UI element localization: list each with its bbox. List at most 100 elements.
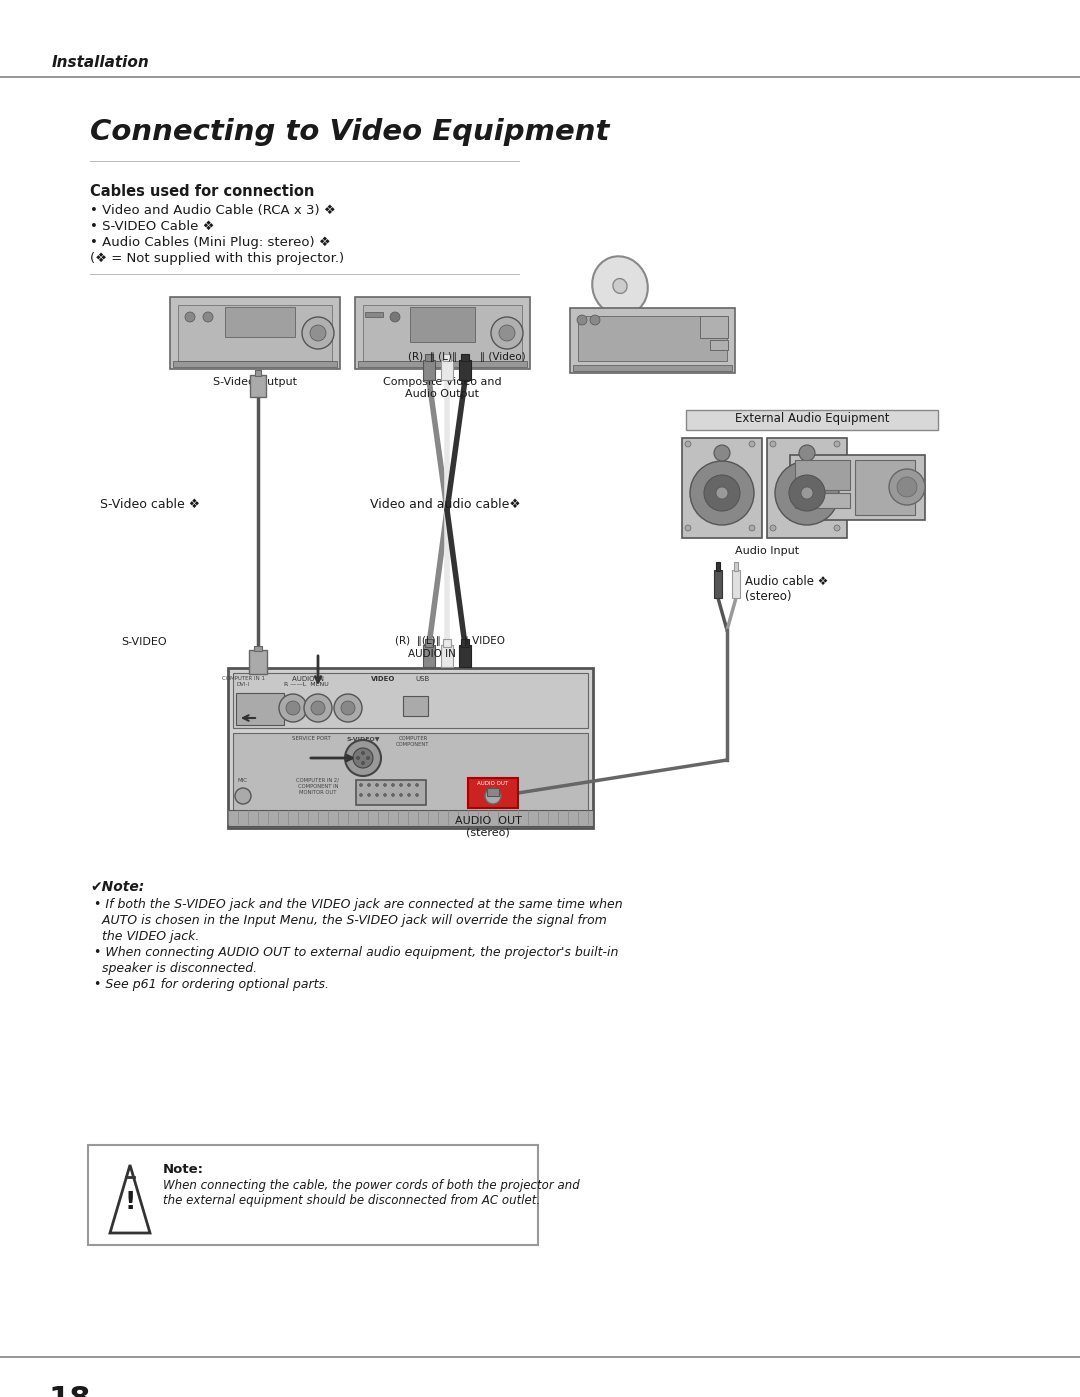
Polygon shape bbox=[110, 1165, 150, 1234]
Circle shape bbox=[345, 740, 381, 775]
Text: COMPUTER IN 1: COMPUTER IN 1 bbox=[221, 676, 265, 680]
Bar bbox=[795, 460, 850, 490]
Circle shape bbox=[685, 525, 691, 531]
Bar bbox=[255, 370, 261, 376]
Bar bbox=[178, 305, 332, 360]
Text: DVI-I: DVI-I bbox=[237, 682, 249, 687]
Bar bbox=[357, 360, 527, 367]
Bar bbox=[233, 733, 588, 819]
Circle shape bbox=[367, 784, 370, 787]
Circle shape bbox=[302, 317, 334, 349]
Bar bbox=[441, 360, 453, 380]
Text: ✔Note:: ✔Note: bbox=[90, 880, 145, 894]
Bar bbox=[855, 460, 915, 515]
Bar bbox=[487, 788, 499, 796]
Text: AUDIO  OUT
(stereo): AUDIO OUT (stereo) bbox=[455, 816, 522, 838]
Text: • Audio Cables (Mini Plug: stereo) ❖: • Audio Cables (Mini Plug: stereo) ❖ bbox=[90, 236, 330, 249]
Circle shape bbox=[799, 446, 815, 461]
Bar bbox=[228, 668, 593, 828]
Text: External Audio Equipment: External Audio Equipment bbox=[734, 412, 889, 425]
Text: speaker is disconnected.: speaker is disconnected. bbox=[90, 963, 257, 975]
Text: Connecting to Video Equipment: Connecting to Video Equipment bbox=[90, 117, 609, 147]
Circle shape bbox=[416, 784, 419, 787]
Text: COMPUTER
COMPONENT: COMPUTER COMPONENT bbox=[396, 736, 430, 747]
Circle shape bbox=[390, 312, 400, 321]
Bar bbox=[732, 570, 740, 598]
Bar bbox=[441, 645, 453, 666]
Circle shape bbox=[203, 312, 213, 321]
Text: 18: 18 bbox=[48, 1384, 91, 1397]
Bar bbox=[570, 307, 735, 373]
Circle shape bbox=[383, 784, 387, 787]
Circle shape bbox=[407, 784, 410, 787]
Text: S-VIDEO: S-VIDEO bbox=[121, 637, 167, 647]
Bar bbox=[426, 353, 433, 360]
Circle shape bbox=[685, 441, 691, 447]
Circle shape bbox=[716, 488, 728, 499]
Bar bbox=[249, 374, 266, 397]
Circle shape bbox=[577, 314, 588, 326]
Text: AUDIO IN: AUDIO IN bbox=[408, 650, 456, 659]
Text: • If both the S-VIDEO jack and the VIDEO jack are connected at the same time whe: • If both the S-VIDEO jack and the VIDEO… bbox=[90, 898, 623, 911]
Text: (R)  ∥(L)∥       ∥ VIDEO: (R) ∥(L)∥ ∥ VIDEO bbox=[395, 636, 505, 645]
Bar bbox=[254, 645, 262, 651]
Text: Video and audio cable❖: Video and audio cable❖ bbox=[370, 497, 521, 511]
Circle shape bbox=[750, 441, 755, 447]
Bar bbox=[0, 75, 1080, 78]
Circle shape bbox=[303, 694, 332, 722]
Text: S-Video cable ❖: S-Video cable ❖ bbox=[100, 497, 200, 511]
Bar bbox=[734, 562, 738, 571]
Text: R ——L  MENU: R ——L MENU bbox=[284, 682, 328, 687]
Circle shape bbox=[391, 784, 394, 787]
Circle shape bbox=[360, 793, 363, 796]
Text: Note:: Note: bbox=[163, 1162, 204, 1176]
Text: AUDIO IN: AUDIO IN bbox=[355, 763, 380, 768]
Circle shape bbox=[341, 701, 355, 715]
Text: AUDIO OUT: AUDIO OUT bbox=[477, 781, 509, 787]
Circle shape bbox=[770, 525, 777, 531]
Bar bbox=[443, 353, 451, 360]
Circle shape bbox=[376, 793, 378, 796]
Circle shape bbox=[367, 793, 370, 796]
Circle shape bbox=[499, 326, 515, 341]
Text: USB: USB bbox=[416, 676, 430, 682]
Circle shape bbox=[485, 788, 501, 805]
Bar bbox=[443, 638, 451, 647]
Text: • See p61 for ordering optional parts.: • See p61 for ordering optional parts. bbox=[90, 978, 329, 990]
Text: VIDEO: VIDEO bbox=[370, 676, 395, 682]
Text: Audio Input: Audio Input bbox=[734, 546, 799, 556]
Text: COMPUTER IN 2/
COMPONENT IN
MONITOR OUT: COMPUTER IN 2/ COMPONENT IN MONITOR OUT bbox=[297, 778, 339, 795]
Bar bbox=[716, 562, 720, 571]
Bar bbox=[461, 638, 469, 647]
Text: SERVICE PORT: SERVICE PORT bbox=[292, 736, 330, 740]
Circle shape bbox=[362, 761, 365, 764]
Text: S-VIDEO▼: S-VIDEO▼ bbox=[347, 736, 380, 740]
Bar bbox=[87, 1146, 538, 1245]
Bar bbox=[426, 638, 433, 647]
Bar bbox=[170, 298, 340, 369]
Text: !: ! bbox=[124, 1190, 136, 1214]
Circle shape bbox=[775, 461, 839, 525]
Circle shape bbox=[416, 793, 419, 796]
Text: the VIDEO jack.: the VIDEO jack. bbox=[90, 930, 200, 943]
Circle shape bbox=[834, 441, 840, 447]
Circle shape bbox=[770, 441, 777, 447]
Bar bbox=[355, 298, 530, 369]
Bar bbox=[459, 645, 471, 666]
Bar bbox=[363, 305, 522, 360]
Bar bbox=[700, 316, 728, 338]
Bar bbox=[173, 360, 337, 367]
Circle shape bbox=[400, 793, 403, 796]
Circle shape bbox=[704, 475, 740, 511]
Bar bbox=[356, 780, 426, 805]
Circle shape bbox=[366, 757, 369, 760]
Text: Installation: Installation bbox=[52, 54, 150, 70]
Bar bbox=[710, 339, 728, 351]
Circle shape bbox=[279, 694, 307, 722]
Circle shape bbox=[897, 476, 917, 497]
Circle shape bbox=[801, 488, 813, 499]
Text: (❖ = Not supplied with this projector.): (❖ = Not supplied with this projector.) bbox=[90, 251, 345, 265]
Bar bbox=[423, 645, 435, 666]
Text: MIC: MIC bbox=[238, 778, 248, 782]
Text: Composite Video and
Audio Output: Composite Video and Audio Output bbox=[382, 377, 501, 398]
